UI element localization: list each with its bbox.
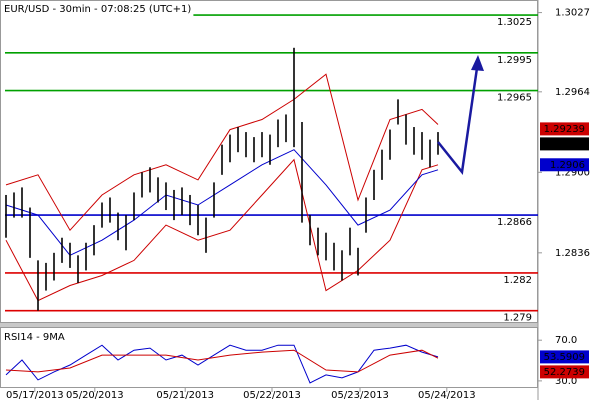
panel-title: RSI14 - 9MA xyxy=(4,332,65,343)
x-tick-label: 05/20/2013 xyxy=(66,390,124,400)
panel-title: EUR/USD - 30min - 07:08:25 (UTC+1) xyxy=(4,4,191,15)
y-tick-label: 30.0 xyxy=(555,376,577,387)
y-tick-label: 70.0 xyxy=(555,335,577,346)
y-tick-label: 1.2836 xyxy=(555,248,590,259)
rsi-panel xyxy=(0,327,538,388)
last-value-box xyxy=(540,365,589,379)
last-value-box xyxy=(540,137,589,151)
y-tick-label: 1.2900 xyxy=(555,167,590,178)
last-value-label: 52.2739 xyxy=(544,367,585,378)
last-value-label: 1.29226 xyxy=(544,139,585,150)
rsi-line xyxy=(5,344,439,384)
last-value-label: 1.29239 xyxy=(544,124,585,135)
level-label: 1.279 xyxy=(503,313,532,324)
y-tick-label: 1.2964 xyxy=(555,87,590,98)
indicator-line xyxy=(5,73,439,232)
y-tick-label: 1.3027 xyxy=(555,8,590,19)
indicator-line xyxy=(5,158,439,302)
level-label: 1.2995 xyxy=(497,55,532,66)
x-tick-label: 05/23/2013 xyxy=(331,390,389,400)
rsi-layer: 70.0 30.0 05/17/2013 05/20/2013 05/21/2013 05… xyxy=(2,331,589,400)
x-tick-label: 05/22/2013 xyxy=(243,390,301,400)
level-label: 1.2866 xyxy=(497,217,532,228)
last-value-box xyxy=(540,350,589,364)
arrow-head xyxy=(471,55,484,71)
last-value-box xyxy=(540,122,589,136)
rsi-line xyxy=(5,349,439,373)
level-label: 1.2965 xyxy=(497,93,532,104)
last-value-label: 53.5909 xyxy=(544,352,585,363)
title-bg xyxy=(2,3,194,16)
x-tick-label: 05/21/2013 xyxy=(156,390,214,400)
price-layer: 1.3027 1.2964 1.2900 1.2836 1.3025 1.2995 1.29… xyxy=(2,3,590,324)
last-value-box xyxy=(540,158,589,172)
panel-separator xyxy=(0,323,538,327)
projection-arrow xyxy=(437,67,479,176)
last-value-label: 1.2906 xyxy=(550,160,585,171)
title-bg xyxy=(2,331,67,344)
level-label: 1.282 xyxy=(503,275,532,286)
x-tick-label: 05/24/2013 xyxy=(418,390,476,400)
indicator-line xyxy=(5,149,439,256)
level-label: 1.3025 xyxy=(497,17,532,28)
x-tick-label: 05/17/2013 xyxy=(6,390,64,400)
